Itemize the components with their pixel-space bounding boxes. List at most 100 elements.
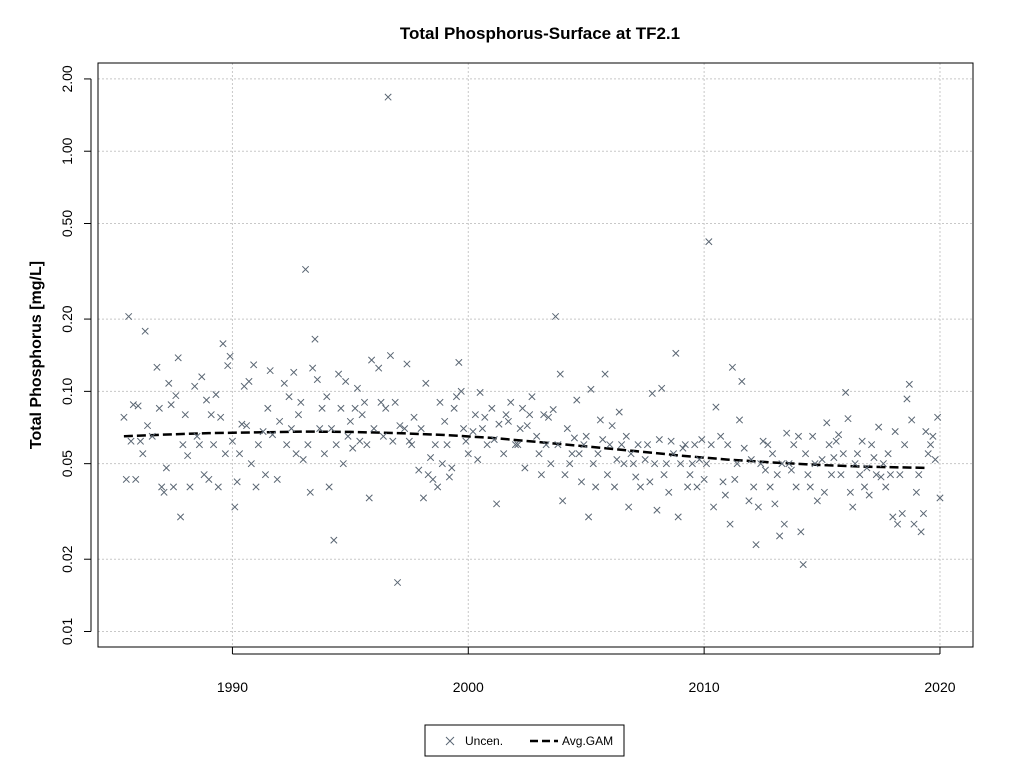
- data-point: [875, 423, 883, 431]
- data-point: [287, 425, 295, 433]
- data-point: [658, 384, 666, 392]
- data-point: [660, 471, 668, 479]
- data-point: [153, 363, 161, 371]
- data-point: [707, 441, 715, 449]
- data-point: [325, 483, 333, 491]
- data-point: [228, 437, 236, 445]
- data-point: [129, 401, 137, 409]
- data-point: [924, 450, 932, 458]
- data-point: [787, 466, 795, 474]
- data-point: [615, 408, 623, 416]
- data-point: [318, 404, 326, 412]
- data-point: [738, 377, 746, 385]
- data-point: [587, 385, 595, 393]
- data-point: [198, 373, 206, 381]
- data-point: [386, 351, 395, 360]
- data-point: [445, 473, 453, 481]
- data-point: [320, 450, 328, 458]
- data-point: [757, 460, 765, 468]
- data-point: [827, 471, 836, 479]
- data-point: [460, 425, 468, 433]
- data-point: [250, 361, 258, 369]
- data-point: [450, 404, 458, 412]
- data-point: [662, 460, 670, 468]
- data-point: [120, 413, 128, 421]
- grid: [98, 63, 973, 647]
- data-point: [653, 506, 661, 514]
- y-axis-label: Total Phosphorus [mg/L]: [28, 261, 45, 449]
- data-point: [429, 475, 437, 483]
- data-point: [311, 335, 319, 343]
- data-point: [141, 327, 149, 335]
- data-point: [212, 390, 220, 399]
- data-point: [705, 238, 713, 246]
- data-point: [719, 478, 727, 486]
- data-point: [304, 441, 312, 449]
- data-point: [443, 441, 451, 449]
- data-point: [790, 441, 798, 449]
- data-point: [896, 471, 904, 479]
- data-point: [625, 503, 633, 511]
- data-point: [165, 379, 173, 387]
- data-point: [724, 441, 732, 449]
- data-point: [344, 432, 352, 440]
- data-point: [235, 450, 244, 458]
- data-point: [136, 437, 145, 445]
- data-point: [252, 483, 260, 491]
- data-point: [537, 471, 545, 479]
- data-point: [448, 464, 456, 472]
- data-point: [266, 367, 274, 375]
- data-point: [573, 396, 581, 404]
- data-point: [342, 377, 350, 385]
- data-point: [393, 578, 402, 587]
- data-point: [419, 494, 428, 502]
- plot-border: [97, 62, 974, 648]
- data-point: [488, 404, 496, 412]
- data-point: [245, 377, 253, 385]
- data-point: [285, 393, 293, 401]
- data-point: [785, 460, 793, 468]
- data-point: [702, 460, 711, 468]
- data-point: [879, 460, 887, 468]
- data-point: [648, 389, 656, 398]
- data-point: [415, 466, 423, 474]
- data-point: [731, 475, 739, 483]
- data-point: [500, 450, 508, 458]
- data-point: [195, 441, 203, 449]
- data-point: [259, 428, 267, 436]
- data-point: [893, 520, 902, 528]
- data-point: [818, 456, 826, 464]
- data-point: [504, 417, 512, 425]
- data-point: [207, 411, 215, 419]
- data-point: [181, 411, 189, 419]
- data-point: [547, 460, 555, 468]
- data-point: [629, 460, 637, 468]
- data-point: [886, 471, 895, 479]
- data-point: [143, 422, 152, 430]
- data-point: [191, 382, 199, 390]
- data-point: [544, 413, 553, 421]
- data-point: [905, 380, 913, 388]
- data-point: [686, 471, 694, 479]
- data-point: [839, 450, 847, 458]
- data-point: [627, 450, 635, 458]
- data-point: [676, 460, 685, 468]
- data-point: [776, 532, 784, 540]
- data-point: [551, 312, 560, 321]
- data-point: [495, 420, 503, 428]
- data-point: [556, 370, 564, 378]
- data-point: [856, 471, 864, 479]
- data-point: [766, 483, 774, 491]
- data-point: [771, 500, 779, 508]
- data-points: [120, 93, 944, 587]
- data-point: [167, 401, 175, 409]
- data-point: [651, 460, 659, 468]
- data-point: [672, 349, 680, 357]
- data-point: [233, 478, 241, 486]
- data-point: [717, 432, 725, 440]
- data-point: [441, 417, 449, 425]
- data-point: [768, 450, 777, 458]
- data-point: [870, 454, 878, 462]
- data-point: [926, 441, 935, 449]
- data-point: [634, 441, 642, 449]
